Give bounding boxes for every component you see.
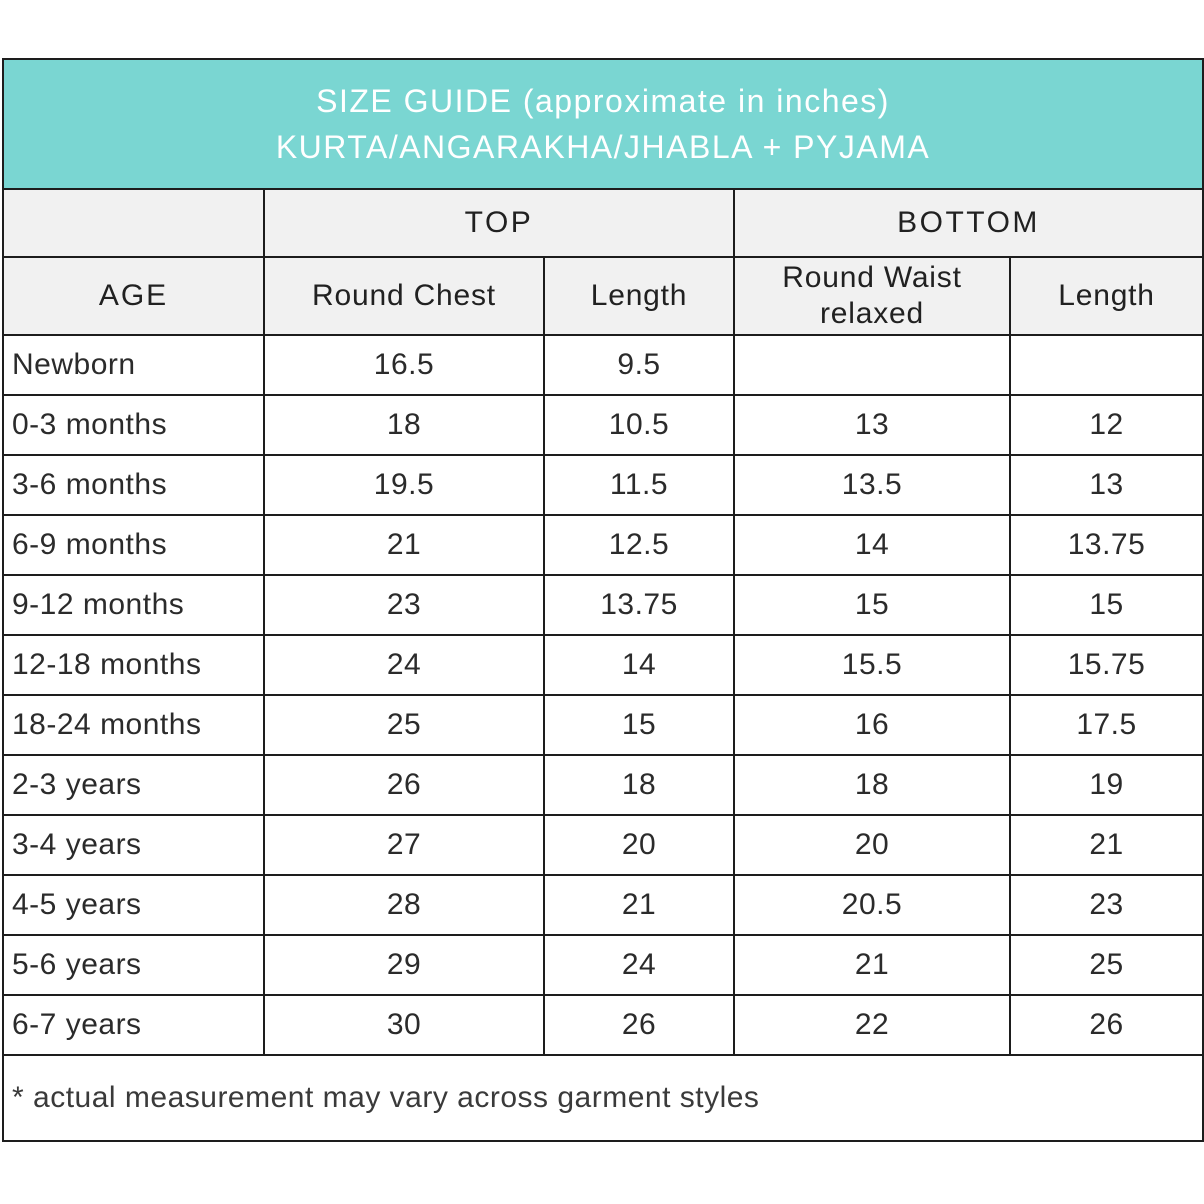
round-chest-cell: 24 [263, 634, 545, 696]
round-chest-cell: 26 [263, 754, 545, 816]
bottom-length-cell: 13.75 [1008, 514, 1204, 576]
round-waist-cell: 13 [733, 394, 1011, 456]
top-length-cell: 11.5 [543, 454, 735, 516]
age-cell: Newborn [2, 334, 265, 396]
table-title: SIZE GUIDE (approximate in inches) KURTA… [1, 58, 1204, 190]
round-chest-cell: 25 [263, 694, 545, 756]
age-cell: 9-12 months [2, 574, 265, 636]
round-waist-cell: 15.5 [733, 634, 1011, 696]
footnote: * actual measurement may vary across gar… [1, 1054, 1204, 1142]
age-cell: 3-6 months [2, 454, 265, 516]
bottom-length-cell: 15 [1008, 574, 1204, 636]
group-header-top: TOP [263, 188, 735, 258]
age-cell: 4-5 years [2, 874, 265, 936]
table-row: 3-6 months 19.5 11.5 13.5 13 [2, 454, 1204, 516]
table-row: 12-18 months 24 14 15.5 15.75 [2, 634, 1204, 696]
bottom-length-cell: 17.5 [1008, 694, 1204, 756]
bottom-length-cell: 21 [1008, 814, 1204, 876]
age-cell: 6-9 months [2, 514, 265, 576]
age-cell: 6-7 years [2, 994, 265, 1056]
group-header-spacer [2, 188, 265, 258]
table-row: Newborn 16.5 9.5 [2, 334, 1204, 396]
round-waist-cell: 22 [733, 994, 1011, 1056]
column-header-top-length: Length [543, 256, 735, 336]
round-waist-cell: 18 [733, 754, 1011, 816]
age-cell: 0-3 months [2, 394, 265, 456]
group-header-row: TOP BOTTOM [2, 188, 1204, 258]
column-header-bottom-length: Length [1008, 256, 1204, 336]
top-length-cell: 18 [543, 754, 735, 816]
group-header-bottom: BOTTOM [732, 188, 1204, 258]
bottom-length-cell: 23 [1008, 874, 1204, 936]
top-length-cell: 9.5 [543, 334, 735, 396]
table-row: 6-7 years 30 26 22 26 [2, 994, 1204, 1056]
age-cell: 5-6 years [2, 934, 265, 996]
bottom-length-cell: 15.75 [1008, 634, 1204, 696]
round-waist-cell: 13.5 [733, 454, 1011, 516]
round-chest-cell: 27 [263, 814, 545, 876]
size-guide-table: SIZE GUIDE (approximate in inches) KURTA… [1, 58, 1204, 1142]
bottom-length-cell: 13 [1008, 454, 1204, 516]
column-header-age: AGE [2, 256, 265, 336]
round-chest-cell: 30 [263, 994, 545, 1056]
table-row: 2-3 years 26 18 18 19 [2, 754, 1204, 816]
table-row: 0-3 months 18 10.5 13 12 [2, 394, 1204, 456]
bottom-length-cell: 19 [1008, 754, 1204, 816]
title-line-2: KURTA/ANGARAKHA/JHABLA + PYJAMA [275, 129, 931, 165]
age-cell: 3-4 years [2, 814, 265, 876]
top-length-cell: 14 [543, 634, 735, 696]
table-row: 18-24 months 25 15 16 17.5 [2, 694, 1204, 756]
title-row: SIZE GUIDE (approximate in inches) KURTA… [1, 58, 1204, 190]
round-waist-cell: 20.5 [733, 874, 1011, 936]
top-length-cell: 12.5 [543, 514, 735, 576]
top-length-cell: 21 [543, 874, 735, 936]
column-header-row: AGE Round Chest Length Round Waist relax… [2, 256, 1204, 336]
bottom-length-cell: 26 [1008, 994, 1204, 1056]
round-chest-cell: 28 [263, 874, 545, 936]
round-waist-cell: 15 [733, 574, 1011, 636]
age-cell: 12-18 months [2, 634, 265, 696]
round-chest-cell: 19.5 [263, 454, 545, 516]
table-row: 9-12 months 23 13.75 15 15 [2, 574, 1204, 636]
round-waist-cell [733, 334, 1011, 396]
title-line-1: SIZE GUIDE (approximate in inches) [316, 82, 890, 119]
top-length-cell: 20 [543, 814, 735, 876]
round-chest-cell: 29 [263, 934, 545, 996]
bottom-length-cell: 12 [1008, 394, 1204, 456]
top-length-cell: 15 [543, 694, 735, 756]
top-length-cell: 26 [543, 994, 735, 1056]
age-cell: 2-3 years [2, 754, 265, 816]
table-row: 6-9 months 21 12.5 14 13.75 [2, 514, 1204, 576]
footnote-row: * actual measurement may vary across gar… [1, 1054, 1204, 1142]
round-waist-cell: 14 [733, 514, 1011, 576]
round-waist-cell: 20 [733, 814, 1011, 876]
round-waist-cell: 16 [733, 694, 1011, 756]
round-chest-cell: 23 [263, 574, 545, 636]
round-chest-cell: 16.5 [263, 334, 545, 396]
table-row: 5-6 years 29 24 21 25 [2, 934, 1204, 996]
round-chest-cell: 18 [263, 394, 545, 456]
bottom-length-cell: 25 [1008, 934, 1204, 996]
age-cell: 18-24 months [2, 694, 265, 756]
table-row: 3-4 years 27 20 20 21 [2, 814, 1204, 876]
round-waist-cell: 21 [733, 934, 1011, 996]
bottom-length-cell [1008, 334, 1204, 396]
round-chest-cell: 21 [263, 514, 545, 576]
top-length-cell: 10.5 [543, 394, 735, 456]
size-guide-table-container: SIZE GUIDE (approximate in inches) KURTA… [1, 58, 1204, 1142]
column-header-round-chest: Round Chest [263, 256, 545, 336]
top-length-cell: 13.75 [543, 574, 735, 636]
column-header-round-waist: Round Waist relaxed [733, 256, 1011, 336]
top-length-cell: 24 [543, 934, 735, 996]
table-row: 4-5 years 28 21 20.5 23 [2, 874, 1204, 936]
